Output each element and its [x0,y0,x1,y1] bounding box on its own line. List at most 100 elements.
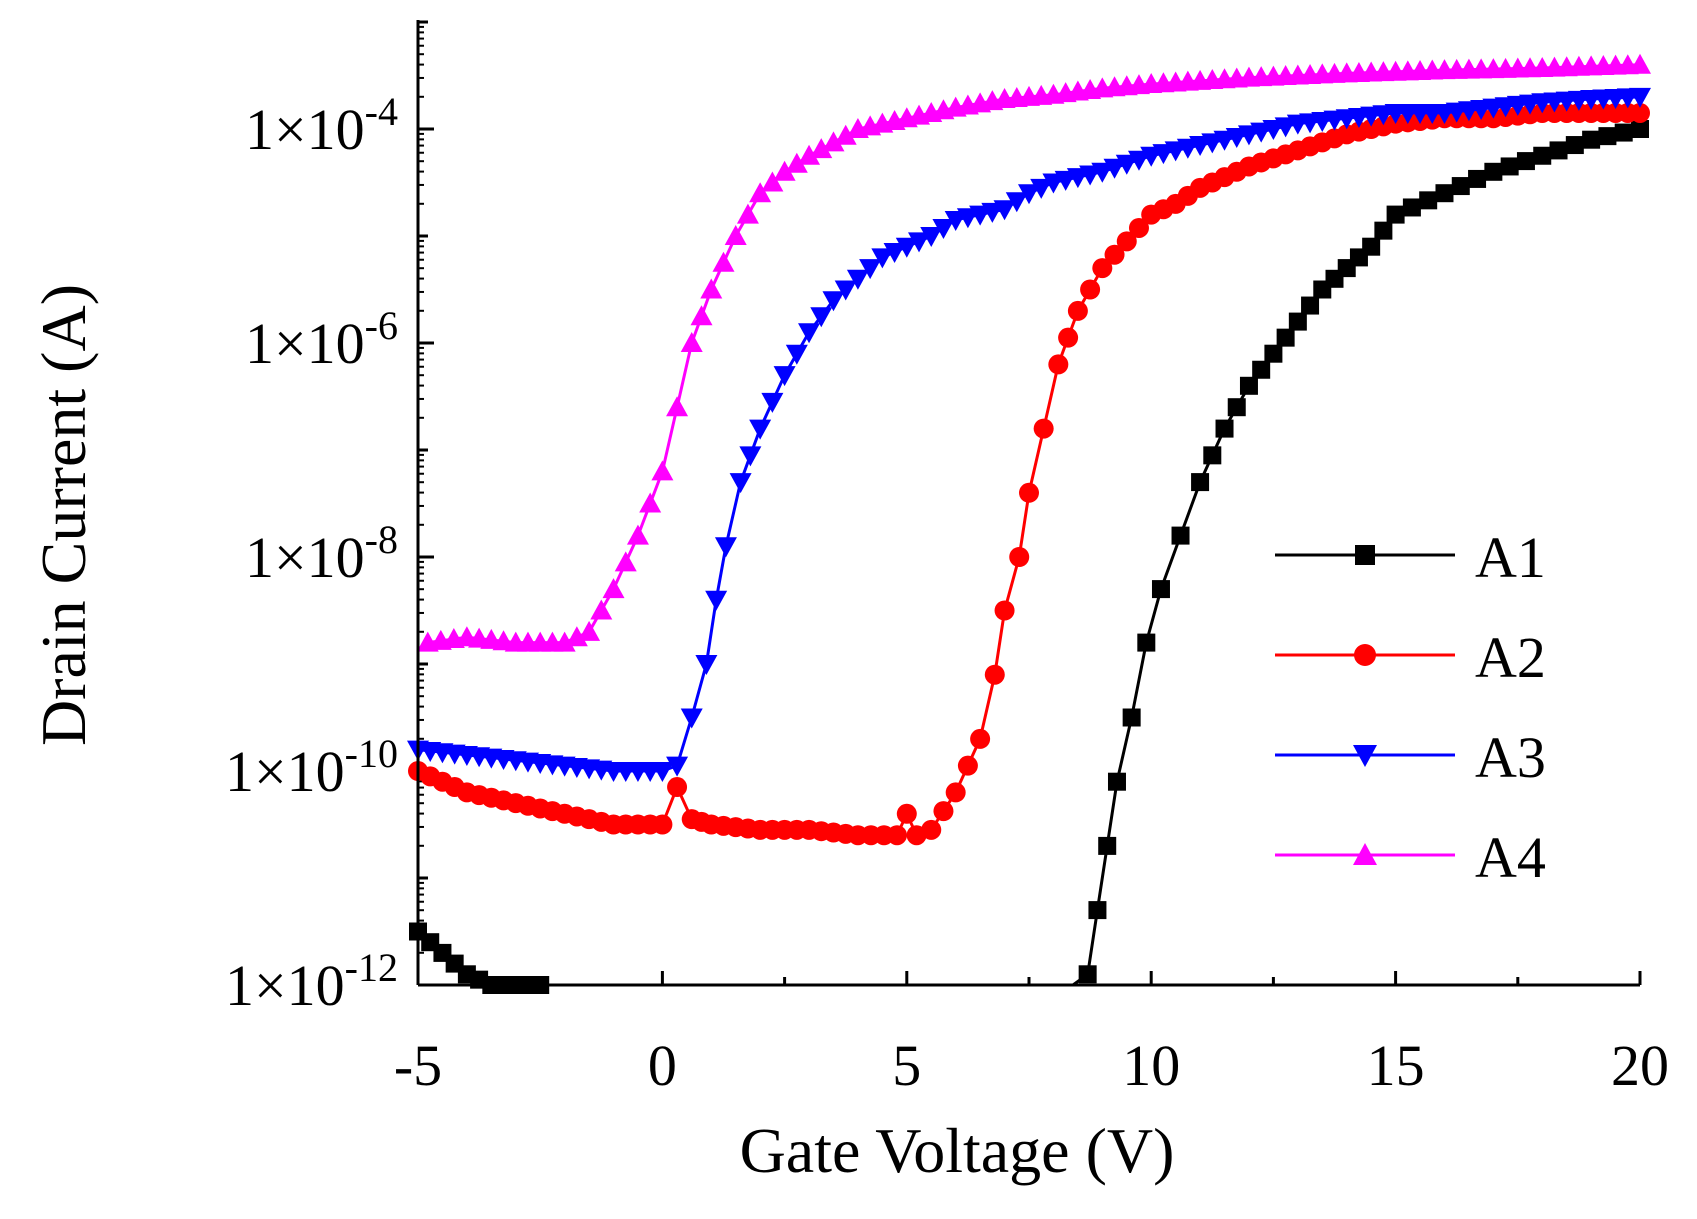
data-marker [1630,102,1650,123]
data-marker [565,626,588,647]
data-marker [1151,580,1170,599]
data-marker [1500,157,1519,176]
data-marker [810,138,833,159]
data-marker [749,419,772,440]
data-marker [553,631,576,652]
series-a4 [416,53,1651,652]
axis-ticks [416,20,1642,987]
series-a3 [407,87,1651,782]
data-marker [680,332,703,352]
data-marker [945,782,966,803]
data-marker [602,578,625,599]
data-marker [773,160,796,181]
data-marker [920,227,943,247]
data-marker [1355,545,1375,565]
data-marker [1533,146,1552,165]
data-marker [933,801,954,822]
data-marker [1239,376,1258,395]
data-marker [834,124,857,145]
data-marker [1419,191,1438,210]
y-tick-exponent: -12 [345,945,398,990]
series-a2 [408,102,1650,846]
data-marker [666,756,689,777]
data-marker [1092,258,1113,279]
x-tick-label: 20 [1611,1033,1669,1098]
data-marker [712,251,735,272]
data-marker [798,144,821,165]
data-marker [1191,473,1210,492]
data-marker [921,819,942,840]
data-marker [1033,418,1054,439]
data-marker [1252,360,1271,379]
data-marker [590,599,613,620]
data-marker [652,814,673,835]
tick-labels: -5 0 5 10 15 201×10-41×10-61×10-81×10-101×10-… [225,89,1669,1098]
data-marker [1078,965,1097,984]
y-tick-label: 1×10-10 [225,731,398,804]
data-marker [749,182,772,203]
data-marker [1127,150,1150,171]
data-marker [994,600,1015,621]
data-marker [578,620,601,641]
y-axis-title: Drain Current (A) [28,284,99,746]
data-marker [1435,184,1454,203]
data-marker [1354,644,1376,666]
data-marker [1301,296,1320,315]
y-tick-base: 1×10 [225,739,345,804]
data-marker [1276,328,1295,347]
data-marker [883,243,906,264]
data-marker [1264,344,1283,363]
data-marker [1516,152,1535,171]
data-marker [1115,154,1138,175]
data-marker [1629,53,1651,74]
data-marker [1353,843,1377,865]
y-tick-label: 1×10-4 [245,89,398,162]
data-marker [1030,178,1053,199]
y-tick-base: 1×10 [245,525,365,590]
data-marker [1215,419,1234,438]
data-marker [739,446,762,467]
data-marker [761,171,784,192]
data-marker [1374,221,1393,240]
data-marker [846,269,869,290]
legend-item-a1: A1 [1275,525,1546,590]
x-axis-title: Gate Voltage (V) [740,1115,1175,1186]
axes [416,20,1640,987]
data-marker [908,232,931,253]
y-tick-label: 1×10-6 [245,303,398,376]
y-tick-label: 1×10-12 [225,945,398,1018]
series-line [417,111,1640,838]
data-marker [822,291,845,312]
data-marker [700,278,723,299]
series-line [427,63,1641,645]
y-tick-label: 1×10-8 [245,517,398,590]
data-marker [810,307,833,328]
data-marker [1549,141,1568,160]
y-tick-base: 1×10 [245,97,365,162]
data-marker [1582,130,1601,149]
legend-label: A4 [1475,825,1546,890]
x-tick-label: 5 [892,1033,921,1098]
data-marker [1080,279,1101,300]
data-marker [1386,205,1405,224]
data-marker [1137,633,1156,652]
legend-label: A1 [1475,525,1546,590]
data-marker [651,762,674,782]
legend: A1 A2 A3 A4 [1275,525,1546,890]
data-marker [1091,162,1114,183]
x-tick-label: 0 [648,1033,677,1098]
data-marker [1484,162,1503,181]
data-marker [1058,327,1079,348]
y-tick-base: 1×10 [225,953,345,1018]
x-tick-label: 10 [1122,1033,1180,1098]
data-marker [639,492,662,513]
data-marker [666,396,689,417]
legend-label: A3 [1475,725,1546,790]
data-marker [1288,312,1307,331]
data-marker [690,305,713,326]
data-marker [1116,231,1137,252]
data-marker [651,460,674,481]
data-marker [785,152,808,173]
